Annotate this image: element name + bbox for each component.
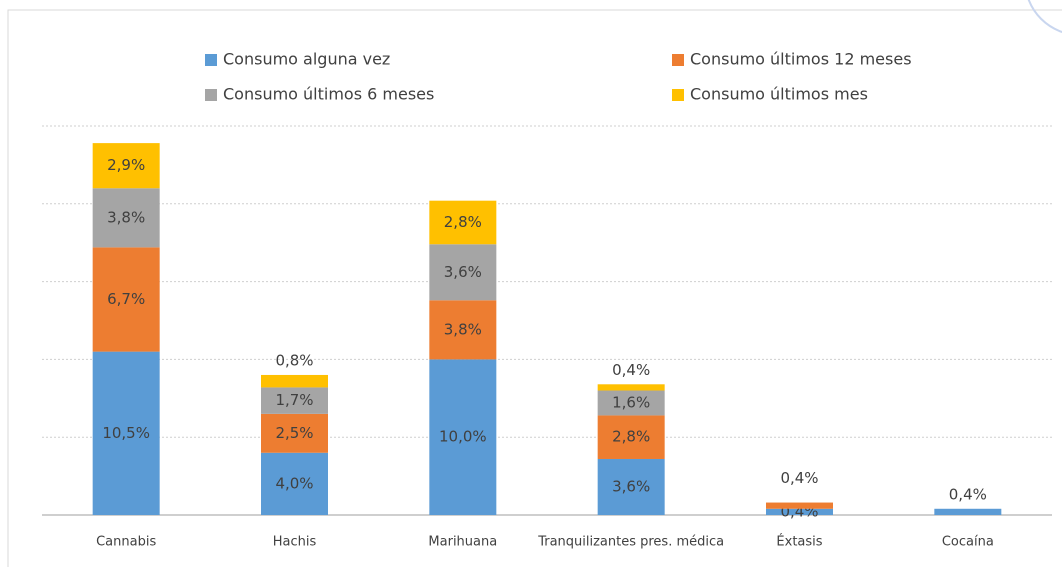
data-label: 0,4% [780,469,818,487]
bar-segment [92,247,160,352]
data-label: 2,5% [275,424,313,442]
data-label: 3,8% [107,208,145,226]
bar-segment [429,244,497,301]
legend-swatch [672,89,684,101]
data-label: 10,0% [439,428,487,446]
legend-label: Consumo últimos 6 meses [223,85,434,104]
bar-segment [597,384,665,391]
x-tick-label: Cocaína [942,535,994,550]
decoration [1027,0,1062,34]
bar-segment [597,458,665,515]
x-tick-label: Hachis [273,535,317,550]
bar-segment [261,387,328,414]
bar-segment [261,452,328,515]
bar-segment [766,508,833,515]
chart-border [7,9,1062,567]
data-label: 3,8% [444,320,482,338]
bar-segment [429,359,497,515]
legend-label: Consumo últimos mes [690,85,868,104]
x-tick-label: Marihuana [428,535,497,550]
bar-segment [92,351,160,515]
bar-segment [261,374,328,388]
data-label: 2,8% [612,428,650,446]
bar-segment [92,143,160,189]
bar-segment [429,300,497,360]
legend-swatch [205,89,217,101]
data-label: 0,4% [949,485,987,503]
legend-label: Consumo alguna vez [223,50,390,69]
bar-segment [766,502,833,509]
bar-segment [934,508,1002,515]
x-tick-label: Éxtasis [776,534,822,550]
data-label: 1,7% [275,391,313,409]
data-label: 2,9% [107,156,145,174]
legend-swatch [672,54,684,66]
bar-segment [261,413,328,453]
data-label: 6,7% [107,290,145,308]
data-label: 3,6% [612,477,650,495]
x-tick-label: Tranquilizantes pres. médica [537,535,724,550]
data-label: 10,5% [102,424,150,442]
data-label: 0,8% [275,351,313,369]
data-label: 0,4% [612,361,650,379]
bar-segment [597,390,665,416]
data-label: 2,8% [444,213,482,231]
x-tick-label: Cannabis [96,535,156,550]
legend-label: Consumo últimos 12 meses [690,50,912,69]
data-label: 3,6% [444,263,482,281]
legend-swatch [205,54,217,66]
bar-segment [92,188,160,248]
data-label: 1,6% [612,393,650,411]
data-label: 4,0% [275,474,313,492]
bar-segment [429,200,497,245]
bar-segment [597,415,665,459]
